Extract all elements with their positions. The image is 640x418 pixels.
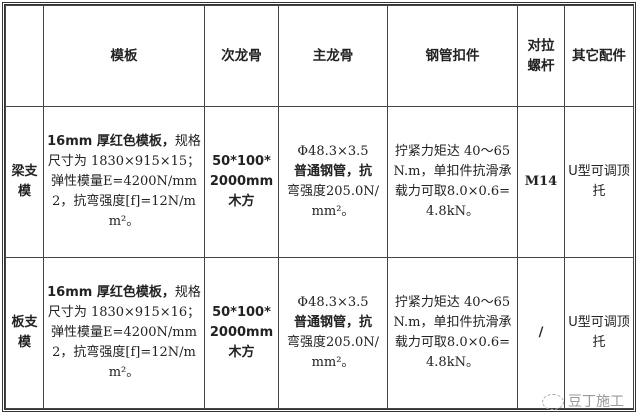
header-secondary-joist: 次龙骨 bbox=[204, 5, 279, 107]
bolt-cell: M14 bbox=[517, 106, 565, 258]
header-template: 模板 bbox=[43, 5, 205, 107]
bolt-cell: / bbox=[517, 257, 565, 409]
header-cell-empty bbox=[5, 5, 44, 107]
header-row: 模板 次龙骨 主龙骨 钢管扣件 对拉螺杆 其它配件 bbox=[5, 5, 634, 107]
main-line2: 普通钢管，抗 bbox=[293, 315, 372, 330]
secondary-cell: 50*100*2000mm木方 bbox=[204, 106, 279, 258]
template-cell: 16mm 厚红色模板，规格尺寸为 1830×915×15；弹性模量E=4200N… bbox=[43, 106, 205, 258]
template-bold: 16mm 厚红色模板， bbox=[47, 285, 175, 300]
coupler-cell: 拧紧力矩达 40～65N.m，单扣件抗滑承载力可取8.0×0.6=4.8kN。 bbox=[387, 106, 518, 258]
main-rest: 弯强度205.0N/mm²。 bbox=[287, 184, 379, 219]
other-cell: U型可调顶托 bbox=[564, 106, 634, 258]
watermark-text: 豆丁施工 bbox=[568, 394, 624, 410]
watermark: 豆丁施工 bbox=[542, 394, 624, 410]
main-cell: Φ48.3×3.5 普通钢管，抗弯强度205.0N/mm²。 bbox=[278, 257, 388, 409]
main-cell: Φ48.3×3.5 普通钢管，抗弯强度205.0N/mm²。 bbox=[278, 106, 388, 258]
chat-bubble-icon bbox=[542, 394, 564, 410]
formwork-spec-table: 模板 次龙骨 主龙骨 钢管扣件 对拉螺杆 其它配件 梁支模 16mm 厚红色模板… bbox=[5, 5, 634, 409]
coupler-cell: 拧紧力矩达 40～65N.m，单扣件抗滑承载力可取8.0×0.6=4.8kN。 bbox=[387, 257, 518, 409]
main-line1: Φ48.3×3.5 bbox=[297, 295, 369, 310]
template-text: 规格尺寸为 1830×915×16；弹性模量E=4200N/mm2，抗弯强度[f… bbox=[47, 285, 201, 380]
template-bold: 16mm 厚红色模板， bbox=[47, 134, 175, 149]
template-text: 规格尺寸为 1830×915×15；弹性模量E=4200N/mm2，抗弯强度[f… bbox=[47, 134, 201, 229]
row-name: 板支模 bbox=[5, 257, 44, 409]
template-cell: 16mm 厚红色模板，规格尺寸为 1830×915×16；弹性模量E=4200N… bbox=[43, 257, 205, 409]
header-other: 其它配件 bbox=[564, 5, 634, 107]
main-line1: Φ48.3×3.5 bbox=[297, 144, 369, 159]
header-coupler: 钢管扣件 bbox=[387, 5, 518, 107]
other-cell: U型可调顶托 bbox=[564, 257, 634, 409]
table-row: 梁支模 16mm 厚红色模板，规格尺寸为 1830×915×15；弹性模量E=4… bbox=[5, 106, 634, 258]
row-name: 梁支模 bbox=[5, 106, 44, 258]
main-rest: 弯强度205.0N/mm²。 bbox=[287, 335, 379, 370]
table-row: 板支模 16mm 厚红色模板，规格尺寸为 1830×915×16；弹性模量E=4… bbox=[5, 257, 634, 409]
header-tie-bolt: 对拉螺杆 bbox=[517, 5, 565, 107]
table-frame bbox=[2, 2, 636, 412]
secondary-cell: 50*100*2000mm木方 bbox=[204, 257, 279, 409]
header-main-joist: 主龙骨 bbox=[278, 5, 388, 107]
main-line2: 普通钢管，抗 bbox=[293, 164, 372, 179]
